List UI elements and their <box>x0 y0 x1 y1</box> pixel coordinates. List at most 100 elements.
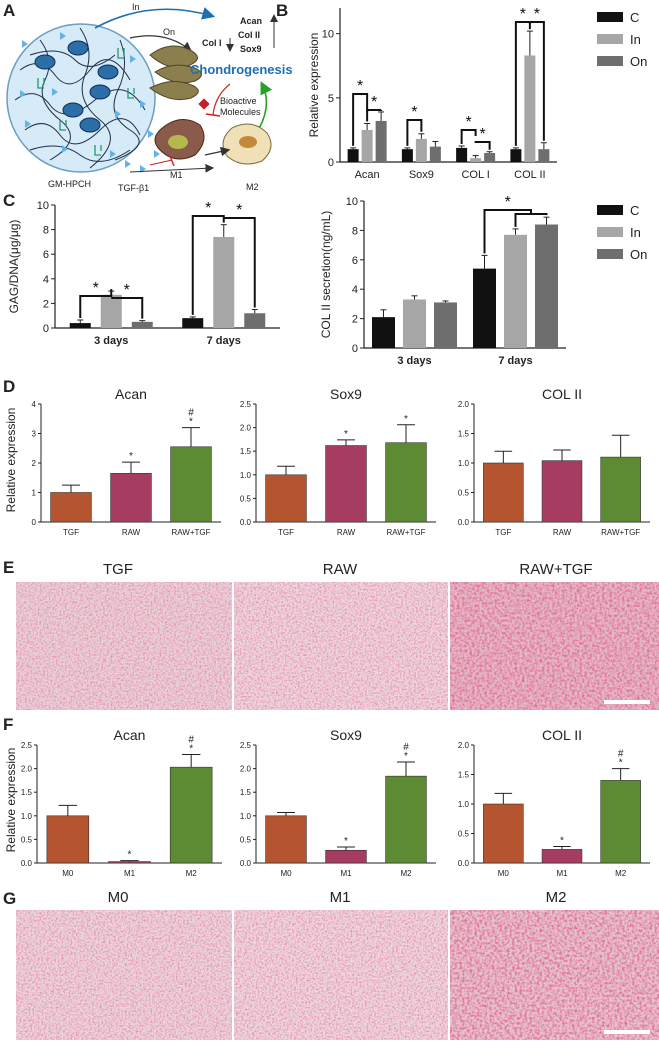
bar <box>325 849 367 864</box>
y-tick-label: 0.5 <box>240 494 252 503</box>
x-tick-label: M1 <box>340 869 352 878</box>
y-tick-label: 0.0 <box>458 518 470 527</box>
y-tick-label: 2.0 <box>458 400 470 409</box>
y-tick-label: 2 <box>43 298 49 310</box>
significance-hash: # <box>403 742 409 753</box>
schematic-panel-a: GM-HPCH In On Acan Col II Sox9 Col I Cho… <box>6 2 293 193</box>
significance-star: * <box>560 835 564 846</box>
y-tick-label: 1.5 <box>458 430 470 439</box>
bar <box>456 147 468 162</box>
x-tick-label: Sox9 <box>409 169 434 181</box>
significance-star: * <box>189 417 193 428</box>
bar <box>361 129 373 162</box>
subchart-title: Acan <box>114 727 146 743</box>
bar <box>50 492 92 523</box>
y-tick-label: 0.5 <box>21 835 33 844</box>
y-tick-label: 2.0 <box>21 765 33 774</box>
x-tick-label: M1 <box>124 869 136 878</box>
subchart-title: Acan <box>115 386 147 402</box>
y-tick-label: 4 <box>352 284 358 296</box>
panel-letter-c: C <box>3 191 15 210</box>
y-axis-label: Relative expression <box>307 33 321 138</box>
chart-d: Relative expressionAcan01234TGF*RAW#*RAW… <box>4 386 650 537</box>
y-tick-label: 2.5 <box>240 741 252 750</box>
y-axis-label: GAG/DNA(μg/μg) <box>7 220 21 314</box>
bar <box>325 445 367 523</box>
tgf-to-m2-arrow <box>129 163 215 173</box>
bar <box>244 313 266 328</box>
scale-bar-g <box>604 1030 650 1034</box>
image-label-raw-tgf: RAW+TGF <box>519 561 592 578</box>
gene-sox9-label: Sox9 <box>240 44 262 54</box>
image-row-e: TGF RAW RAW+TGF <box>16 561 659 710</box>
panel-letter-a: A <box>3 1 15 20</box>
legend-label: In <box>630 32 641 47</box>
x-tick-label: 3 days <box>397 355 431 367</box>
y-tick-label: 0 <box>32 518 37 527</box>
panel-letter-f: F <box>3 715 13 734</box>
legend-swatch <box>597 56 623 66</box>
gene-acan-label: Acan <box>240 16 262 26</box>
bar <box>510 149 522 162</box>
y-tick-label: 1.0 <box>458 800 470 809</box>
y-tick-label: 0.5 <box>458 489 470 498</box>
legend-swatch <box>597 227 623 237</box>
image-row-g: M0 M1 M2 <box>16 889 659 1040</box>
panel-letter-g: G <box>3 889 16 908</box>
bar <box>403 299 426 348</box>
subchart-col-ii: COL II0.00.51.01.52.0M0*M1#*M2 <box>458 727 650 878</box>
image-label-m0: M0 <box>108 889 129 906</box>
bar <box>504 234 527 348</box>
y-axis-label: COL II secretion(ng/mL) <box>319 211 333 339</box>
legend-label: C <box>630 10 639 25</box>
bar <box>169 766 213 864</box>
micrograph-raw-tgf-stain <box>450 582 659 710</box>
y-tick-label: 1.0 <box>21 812 33 821</box>
legend-label: In <box>630 225 641 240</box>
subchart-sox9: Sox9 0.0 0.5 1.0 1.5 2.0 2.5 TGF * RAW * RAW+TGF <box>240 386 436 537</box>
x-tick-label: RAW+TGF <box>386 528 425 537</box>
significance-star: * <box>505 194 511 211</box>
panel-letter-e: E <box>3 558 14 577</box>
bar <box>170 446 212 523</box>
significance-bracket <box>460 129 477 144</box>
in-arrow <box>94 7 216 29</box>
x-tick-label: RAW <box>553 528 572 537</box>
m1-nucleus <box>168 135 188 149</box>
y-tick-label: 1.0 <box>240 812 252 821</box>
chondrocyte-cells <box>34 40 119 133</box>
x-tick-label: RAW+TGF <box>171 528 210 537</box>
x-tick-label: TGF <box>278 528 294 537</box>
in-arrow-label: In <box>132 2 140 12</box>
significance-star: * <box>466 114 472 131</box>
significance-star: * <box>129 451 133 462</box>
significance-star: * <box>411 104 417 121</box>
micrograph-m2-stain <box>450 910 659 1040</box>
x-tick-label: 3 days <box>94 335 128 347</box>
subchart-col-ii: COL II 0.0 0.5 1.0 1.5 2.0 TGF RAW RAW+TGF <box>458 386 650 537</box>
y-tick-label: 1.5 <box>21 788 33 797</box>
significance-bracket <box>352 93 369 146</box>
significance-bracket <box>474 141 491 150</box>
y-tick-label: 2.0 <box>240 765 252 774</box>
micrograph-tgf-stain <box>16 582 232 710</box>
tgf-label: TGF-β1 <box>118 183 149 193</box>
bar <box>100 294 122 328</box>
scale-bar-e <box>604 700 650 704</box>
on-arrow-label: On <box>163 27 175 37</box>
significance-star: * <box>480 126 486 143</box>
x-tick-label: 7 days <box>207 335 241 347</box>
significance-bracket <box>528 21 545 141</box>
bar <box>535 224 558 348</box>
bioactive-label-line1: Bioactive <box>220 96 257 106</box>
significance-hash: # <box>188 408 194 419</box>
bar <box>265 815 307 864</box>
bar <box>347 149 359 162</box>
y-tick-label: 10 <box>37 200 49 212</box>
y-tick-label: 3 <box>32 430 37 439</box>
